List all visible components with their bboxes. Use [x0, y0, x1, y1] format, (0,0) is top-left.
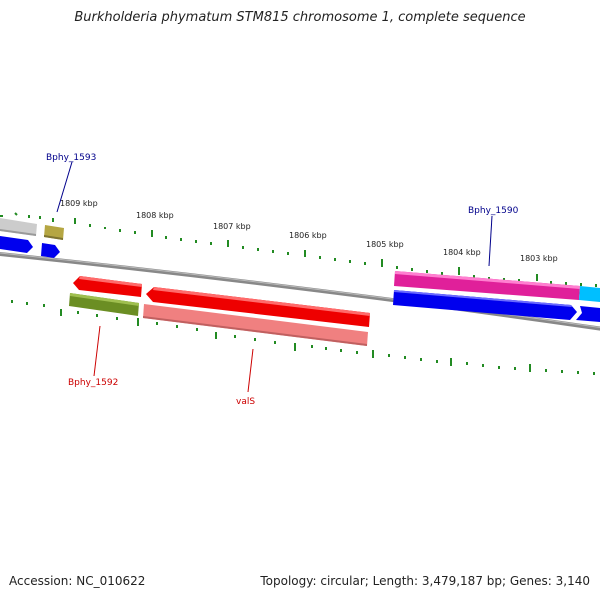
- gene-blue-left[interactable]: [0, 236, 33, 253]
- gene-blue-right-highlight: [394, 290, 572, 307]
- tick-label-1806: 1806 kbp: [289, 231, 327, 240]
- gene-cyan[interactable]: [579, 286, 600, 302]
- tick-label-1805: 1805 kbp: [366, 240, 404, 249]
- leader-bphy-1593: [56, 161, 73, 213]
- chromosome-backbone-highlight: [0, 252, 600, 329]
- gene-bphy-1593-shadow: [44, 235, 63, 240]
- gene-blue-right[interactable]: [393, 290, 577, 320]
- inner-tick-ring: [11, 300, 595, 375]
- gene-blue-small[interactable]: [41, 243, 60, 258]
- tick-label-1808: 1808 kbp: [136, 211, 174, 220]
- gene-pink[interactable]: [143, 304, 368, 346]
- tick-label-1803: 1803 kbp: [520, 254, 558, 263]
- gene-red-small[interactable]: [73, 276, 142, 297]
- label-leaders: [56, 161, 493, 393]
- leader-vals: [247, 348, 254, 393]
- gene-vals-highlight: [153, 287, 370, 316]
- tick-label-1807: 1807 kbp: [213, 222, 251, 231]
- chromosome-backbone: [0, 252, 600, 331]
- leader-bphy-1590: [488, 215, 493, 267]
- tick-labels: 1809 kbp 1808 kbp 1807 kbp 1806 kbp 1805…: [60, 199, 558, 263]
- tick-minor: [14, 212, 18, 216]
- leader-bphy-1592: [93, 325, 101, 377]
- accession-text: Accession: NC_010622: [9, 574, 146, 588]
- gene-vals[interactable]: [146, 287, 370, 327]
- tick-label-1809: 1809 kbp: [60, 199, 98, 208]
- gene-bphy-1592[interactable]: [69, 293, 139, 316]
- blue-gene-track: [0, 236, 600, 322]
- gene-magenta-highlight: [395, 271, 580, 289]
- map-title: Burkholderia phymatum STM815 chromosome …: [74, 10, 526, 25]
- gene-magenta[interactable]: [394, 271, 580, 300]
- gene-blue-far-right[interactable]: [576, 306, 600, 322]
- label-vals[interactable]: valS: [236, 397, 255, 407]
- tick-label-1804: 1804 kbp: [443, 248, 481, 257]
- gene-labels: Bphy_1593 Bphy_1590 Bphy_1592 valS: [46, 153, 519, 407]
- gene-gray-shadow: [0, 229, 36, 236]
- gene-red-small-highlight: [79, 276, 142, 287]
- gene-bphy-1592-highlight: [70, 293, 139, 306]
- outer-tick-ring: [0, 212, 597, 287]
- inner-gene-track: [69, 276, 370, 346]
- genome-stats-text: Topology: circular; Length: 3,479,187 bp…: [260, 574, 590, 588]
- label-bphy-1592[interactable]: Bphy_1592: [68, 378, 118, 388]
- gene-pink-shadow: [143, 316, 367, 346]
- outer-gene-track: [0, 218, 600, 302]
- label-bphy-1590[interactable]: Bphy_1590: [468, 206, 519, 216]
- label-bphy-1593[interactable]: Bphy_1593: [46, 153, 96, 163]
